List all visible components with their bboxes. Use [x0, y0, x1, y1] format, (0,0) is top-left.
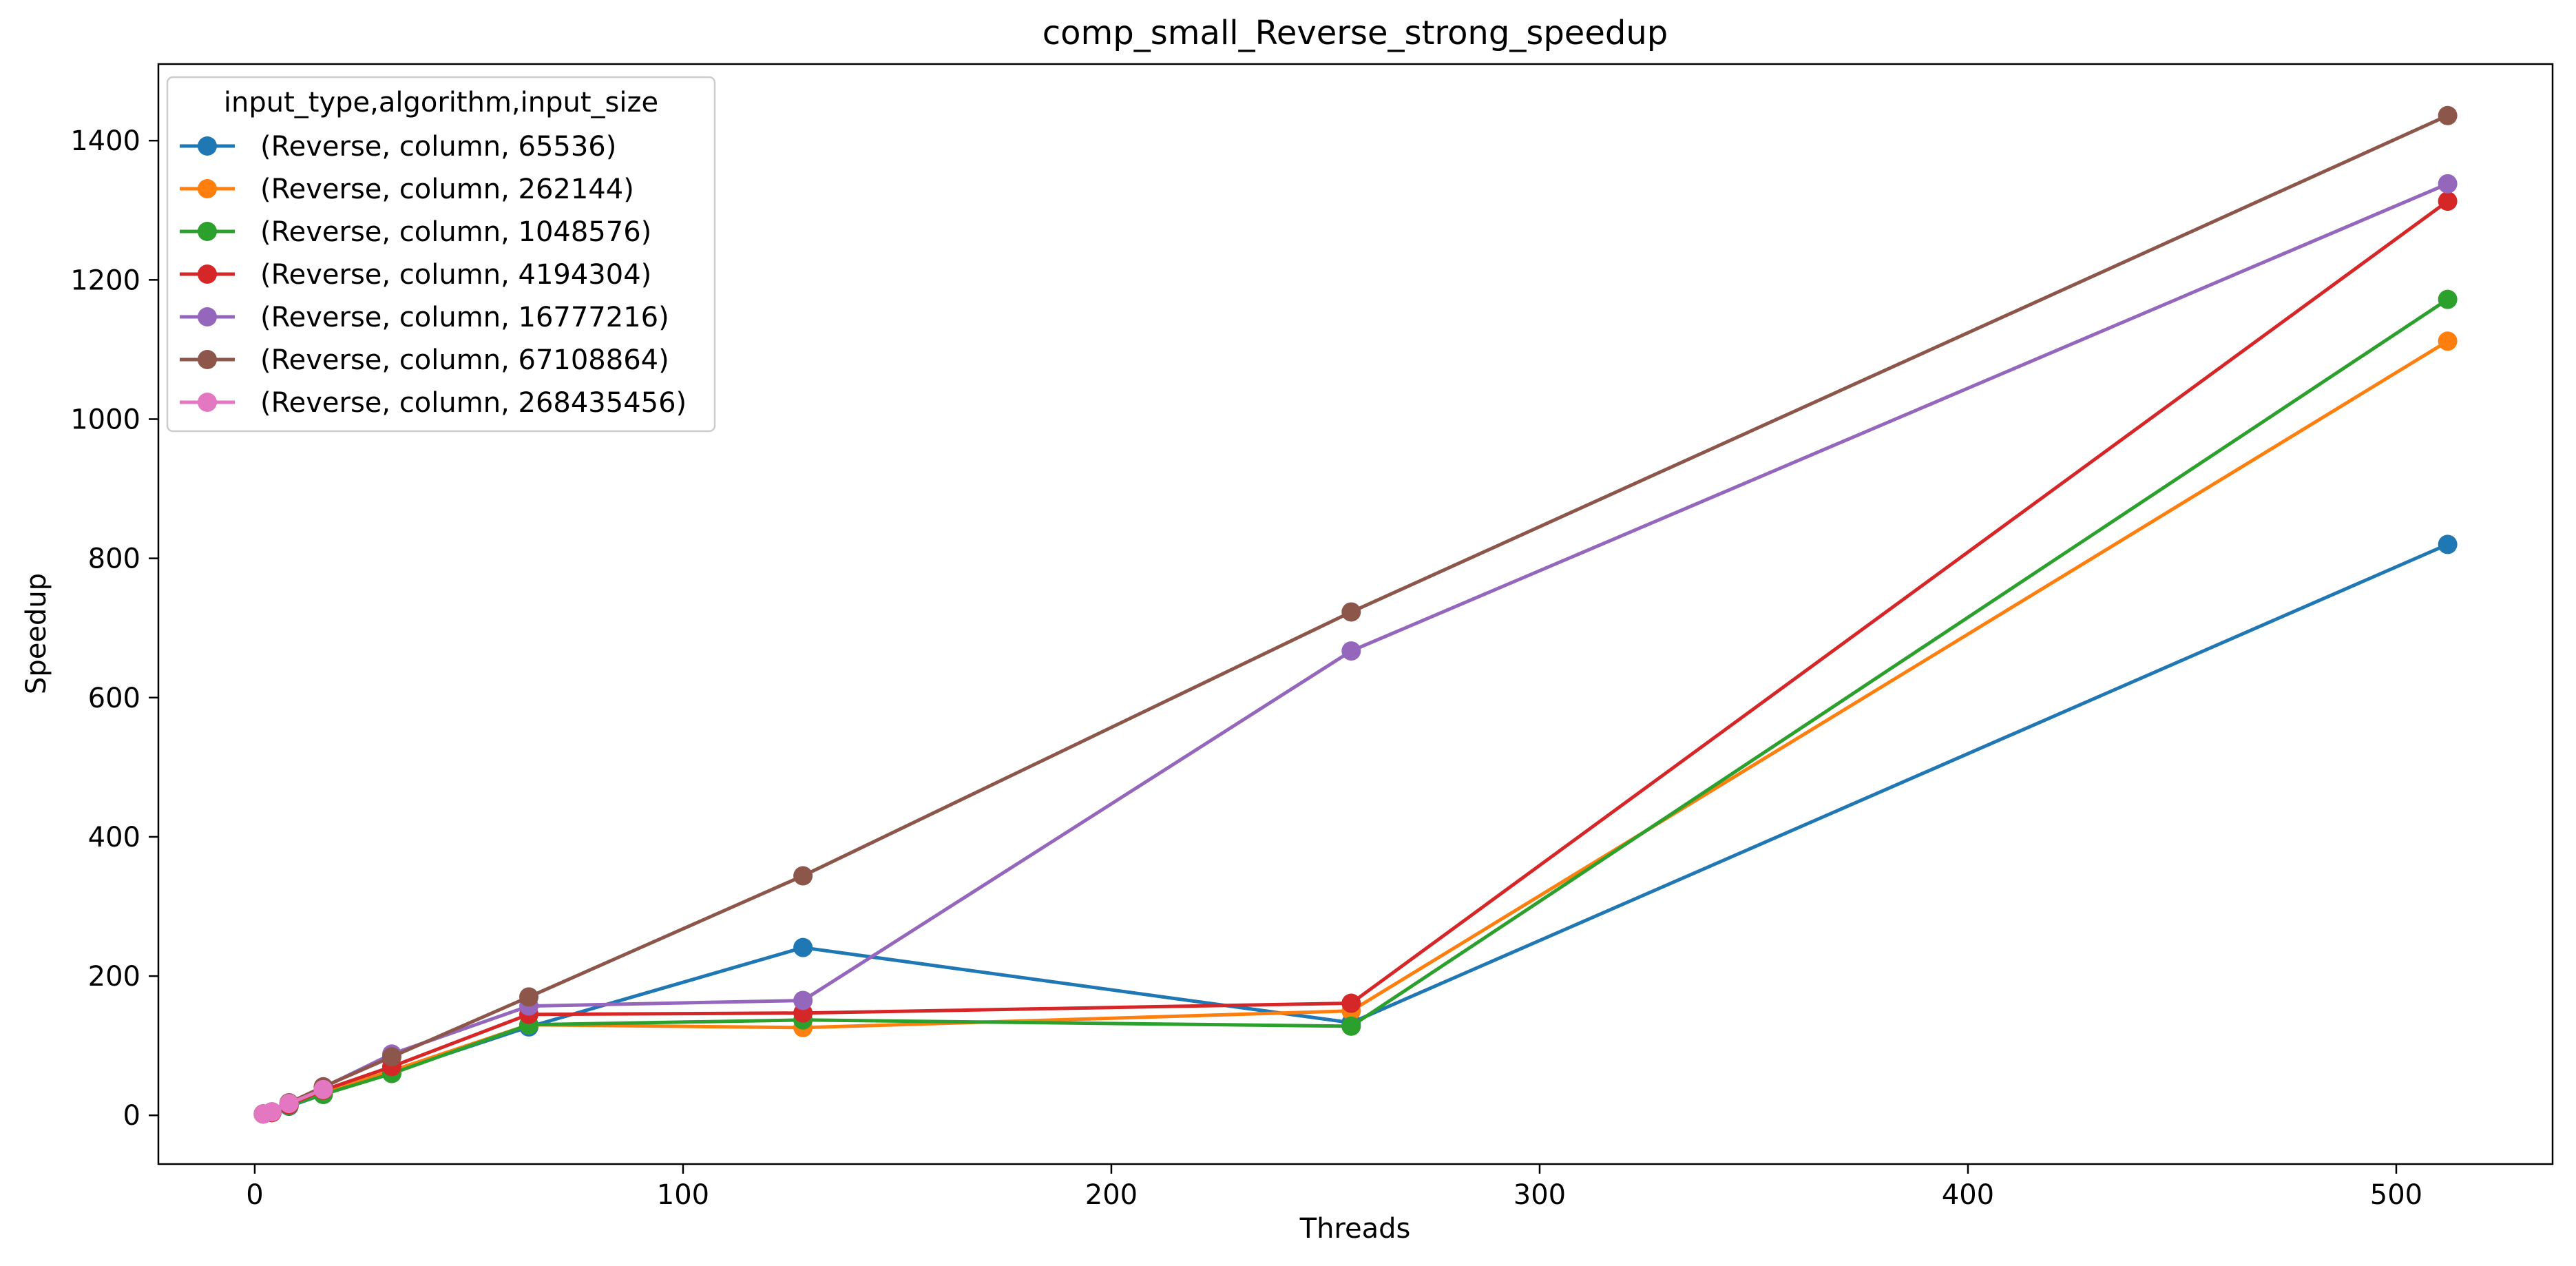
- y-tick-label: 0: [123, 1100, 140, 1132]
- y-tick-label: 600: [88, 683, 140, 714]
- series-2-point: [2438, 331, 2458, 351]
- x-tick-label: 500: [2370, 1179, 2422, 1211]
- legend-swatch-marker: [198, 393, 217, 412]
- x-axis-title: Threads: [1299, 1213, 1411, 1245]
- y-tick-label: 1000: [70, 404, 140, 435]
- legend-swatch-marker: [198, 307, 217, 326]
- series-3-point: [1341, 1016, 1361, 1036]
- series-4-point: [1341, 993, 1361, 1013]
- x-tick-label: 400: [1942, 1179, 1994, 1211]
- y-axis-title: Speedup: [21, 573, 52, 694]
- series-7-point: [313, 1079, 333, 1099]
- series-1-point: [793, 937, 813, 957]
- y-axis: 0 200 400 600 800 1000 1200 1400: [70, 125, 158, 1132]
- legend-swatch-marker: [198, 222, 217, 241]
- series-3-point: [2438, 289, 2458, 309]
- series-5-point: [793, 990, 813, 1010]
- axes-frame: [157, 63, 2554, 1165]
- legend-swatch-marker: [198, 136, 217, 156]
- legend-swatch-marker: [198, 350, 217, 369]
- plot-area: [157, 63, 2554, 1165]
- y-tick-label: 1400: [70, 125, 140, 157]
- legend-swatch-marker: [198, 264, 217, 284]
- legend-box: [166, 76, 716, 433]
- y-tick-label: 800: [88, 543, 140, 575]
- y-tick-label: 400: [88, 822, 140, 853]
- y-tick-label: 1200: [70, 264, 140, 296]
- series-4-point: [2438, 191, 2458, 211]
- series-6-point: [793, 866, 813, 886]
- x-tick-label: 0: [246, 1179, 263, 1211]
- legend-title: input_type,algorithm,input_size: [224, 87, 658, 118]
- series-6-point: [381, 1047, 401, 1067]
- y-tick-label: 200: [88, 961, 140, 993]
- series-7-point: [279, 1094, 299, 1114]
- series-6-point: [519, 987, 539, 1007]
- legend: input_type,algorithm,input_size (Reverse,…: [166, 76, 716, 433]
- legend-entry-label: (Reverse, column, 16777216): [260, 302, 669, 333]
- x-axis: 0 100 200 300 400 500: [246, 1164, 2422, 1211]
- legend-entry-label: (Reverse, column, 4194304): [260, 259, 651, 291]
- x-tick-label: 200: [1085, 1179, 1138, 1211]
- series-5-point: [1341, 641, 1361, 661]
- series-1-point: [2438, 535, 2458, 554]
- x-tick-label: 300: [1514, 1179, 1566, 1211]
- legend-entry-label: (Reverse, column, 65536): [260, 131, 616, 163]
- legend-entry-label: (Reverse, column, 268435456): [260, 387, 687, 419]
- legend-swatch-marker: [198, 179, 217, 198]
- series-6-point: [2438, 105, 2458, 125]
- series-5-point: [2438, 174, 2458, 194]
- series-6-point: [1341, 602, 1361, 622]
- series-7-point: [262, 1102, 282, 1122]
- series-layer: [253, 105, 2458, 1124]
- chart-title: comp_small_Reverse_strong_speedup: [1043, 14, 1668, 52]
- legend-entry-label: (Reverse, column, 67108864): [260, 344, 669, 376]
- legend-entry-label: (Reverse, column, 1048576): [260, 216, 651, 248]
- x-tick-label: 100: [657, 1179, 709, 1211]
- legend-entry-label: (Reverse, column, 262144): [260, 174, 634, 205]
